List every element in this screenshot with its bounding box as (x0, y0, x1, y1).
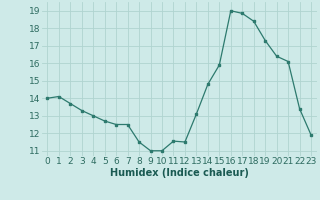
X-axis label: Humidex (Indice chaleur): Humidex (Indice chaleur) (110, 168, 249, 178)
